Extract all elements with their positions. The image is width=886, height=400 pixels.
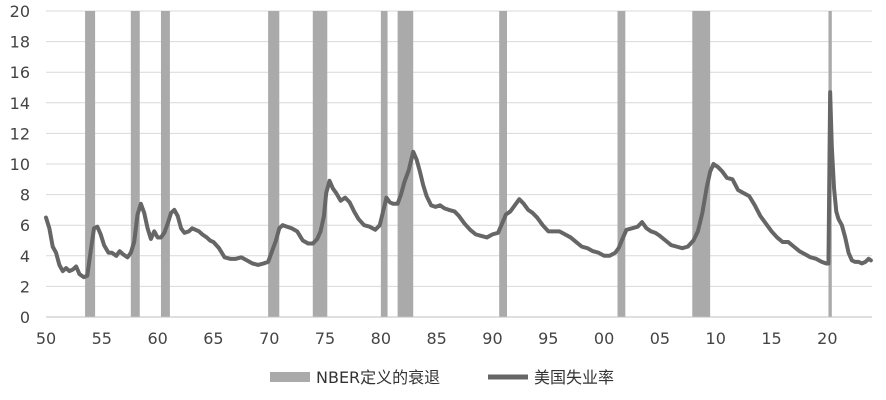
legend-label-recession: NBER定义的衰退 (316, 368, 440, 387)
recession-band-6 (397, 11, 414, 317)
series-layer (44, 90, 873, 280)
recession-band-0 (85, 11, 96, 317)
y-tick-label-8: 8 (20, 186, 30, 205)
y-tick-label-10: 10 (10, 155, 30, 174)
y-tick-label-16: 16 (10, 63, 30, 82)
recession-band-3 (268, 11, 280, 317)
y-tick-label-18: 18 (10, 33, 30, 52)
recession-band-9 (692, 11, 711, 317)
y-tick-labels: 0 2 4 6 8 10 12 14 16 18 20 (10, 2, 30, 327)
legend-label-series: 美国失业率 (534, 368, 614, 387)
x-tick-label-00: 00 (594, 329, 614, 348)
x-tick-label-65: 65 (203, 329, 223, 348)
x-tick-label-85: 85 (426, 329, 446, 348)
series-line-0 (44, 90, 873, 280)
x-tick-label-90: 90 (482, 329, 502, 348)
y-tick-label-2: 2 (20, 277, 30, 296)
x-tick-label-75: 75 (315, 329, 335, 348)
legend: NBER定义的衰退 美国失业率 (270, 368, 614, 387)
y-tick-label-20: 20 (10, 2, 30, 21)
x-tick-label-70: 70 (259, 329, 279, 348)
x-tick-label-55: 55 (92, 329, 112, 348)
x-tick-label-10: 10 (706, 329, 726, 348)
y-tick-label-0: 0 (20, 308, 30, 327)
recession-band-5 (380, 11, 388, 317)
x-tick-label-60: 60 (147, 329, 167, 348)
y-tick-label-12: 12 (10, 124, 30, 143)
x-tick-label-95: 95 (538, 329, 558, 348)
y-tick-label-14: 14 (10, 94, 30, 113)
recession-band-2 (160, 11, 170, 317)
x-tick-label-20: 20 (817, 329, 837, 348)
legend-swatch-recession (270, 372, 310, 382)
x-tick-label-50: 50 (36, 329, 56, 348)
recession-band-7 (499, 11, 507, 317)
grid-lines (46, 10, 872, 287)
recession-band-1 (130, 11, 140, 317)
recession-band-4 (312, 11, 328, 317)
recession-band-8 (617, 11, 626, 317)
x-tick-label-80: 80 (371, 329, 391, 348)
x-tick-label-05: 05 (650, 329, 670, 348)
x-tick-label-15: 15 (761, 329, 781, 348)
y-tick-label-4: 4 (20, 247, 30, 266)
x-tick-labels: 50 55 60 65 70 75 80 85 90 95 00 05 10 15 20 (36, 329, 838, 348)
y-tick-label-6: 6 (20, 216, 30, 235)
